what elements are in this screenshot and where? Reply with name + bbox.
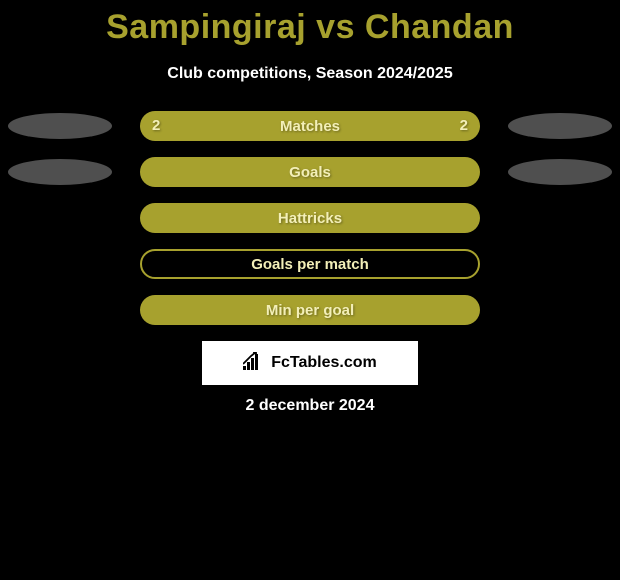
stat-row: Goals per match [0, 249, 620, 279]
player-left-ellipse [8, 113, 112, 139]
stat-right-value: 2 [460, 111, 468, 141]
stat-bar: Goals per match [140, 249, 480, 279]
bar-chart-icon [243, 352, 265, 375]
stat-bar: Goals [140, 157, 480, 187]
stat-label: Goals [289, 164, 331, 181]
stat-bar: Min per goal [140, 295, 480, 325]
stat-bar: Hattricks [140, 203, 480, 233]
page-title: Sampingiraj vs Chandan [0, 8, 620, 47]
player-right-ellipse [508, 113, 612, 139]
subtitle: Club competitions, Season 2024/2025 [0, 65, 620, 83]
brand-box[interactable]: FcTables.com [202, 341, 418, 385]
stat-label: Hattricks [278, 210, 342, 227]
stat-label: Goals per match [251, 256, 369, 273]
player-left-ellipse [8, 159, 112, 185]
date-text: 2 december 2024 [0, 397, 620, 415]
stats-list: Matches 2 2 Goals Hattricks Goals per match Mi… [0, 111, 620, 325]
stat-bar: Matches [140, 111, 480, 141]
brand-text: FcTables.com [271, 354, 377, 372]
player-right-ellipse [508, 159, 612, 185]
stat-row: Goals [0, 157, 620, 187]
stat-row: Hattricks [0, 203, 620, 233]
comparison-card: Sampingiraj vs Chandan Club competitions… [0, 0, 620, 415]
stat-left-value: 2 [152, 111, 160, 141]
stat-row: Min per goal [0, 295, 620, 325]
stat-label: Matches [280, 118, 340, 135]
stat-row: Matches 2 2 [0, 111, 620, 141]
stat-label: Min per goal [266, 302, 354, 319]
